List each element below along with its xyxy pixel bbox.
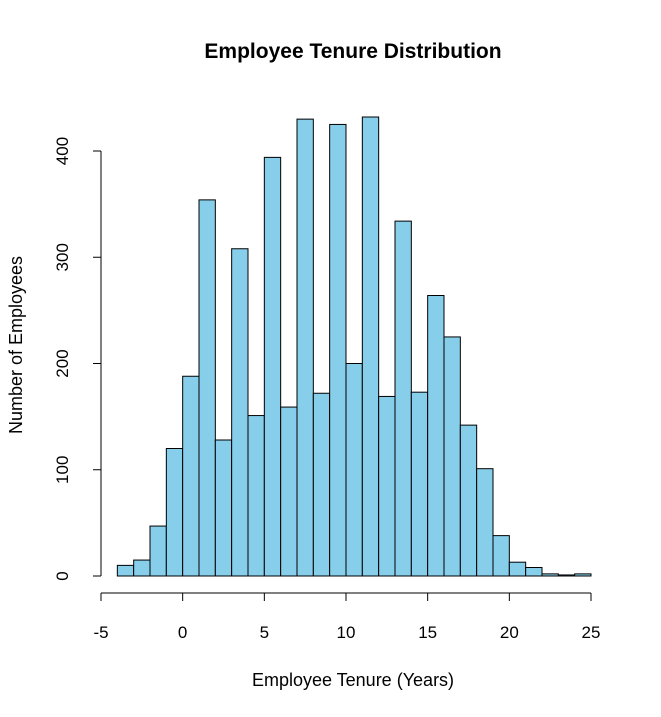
x-axis-label: Employee Tenure (Years) — [252, 670, 454, 690]
y-tick-label: 400 — [53, 137, 72, 165]
histogram-bar — [394, 220, 412, 577]
histogram-bar — [182, 375, 200, 577]
histogram-bar — [492, 535, 510, 577]
histogram-bar — [361, 116, 380, 577]
x-tick-label: -5 — [93, 623, 108, 642]
chart-title: Employee Tenure Distribution — [204, 40, 501, 63]
x-tick-label: 5 — [260, 623, 269, 642]
histogram-bar — [459, 424, 478, 577]
histogram-bar — [133, 559, 151, 577]
histogram-bar — [231, 248, 249, 577]
x-tick-label: 20 — [500, 623, 519, 642]
histogram-bar — [476, 468, 494, 577]
histogram-bar — [329, 123, 347, 577]
histogram-bar — [525, 567, 543, 577]
histogram-bar — [116, 564, 135, 577]
histogram-bar — [345, 363, 363, 577]
x-tick-label: 10 — [337, 623, 356, 642]
histogram-bar — [443, 336, 461, 577]
histogram-bar — [198, 199, 216, 577]
y-tick-label: 300 — [53, 243, 72, 271]
histogram-bar — [280, 406, 298, 577]
y-tick-label: 0 — [53, 571, 72, 580]
x-tick-label: 25 — [582, 623, 601, 642]
histogram-bar — [263, 156, 282, 577]
histogram-bar — [149, 525, 167, 577]
histogram-bar — [214, 439, 233, 577]
histogram-bar — [410, 391, 429, 577]
histogram-bar — [427, 295, 445, 577]
histogram-bar — [165, 448, 184, 577]
histogram-bar — [541, 573, 559, 577]
y-tick-label: 100 — [53, 456, 72, 484]
histogram-bar — [312, 392, 331, 577]
histogram-bar — [378, 395, 396, 577]
histogram-bar — [557, 574, 576, 577]
bars-group — [116, 116, 592, 577]
histogram-bar — [508, 561, 527, 577]
histogram-bar — [574, 573, 592, 577]
y-axis-label: Number of Employees — [6, 256, 26, 434]
histogram-bar — [296, 118, 314, 577]
x-tick-label: 15 — [418, 623, 437, 642]
x-tick-label: 0 — [178, 623, 187, 642]
y-axis: 0 100 200 300 400 — [53, 137, 102, 581]
histogram-bar — [247, 415, 265, 577]
y-tick-label: 200 — [53, 349, 72, 377]
x-axis: -5 0 5 10 15 20 25 — [93, 592, 601, 642]
